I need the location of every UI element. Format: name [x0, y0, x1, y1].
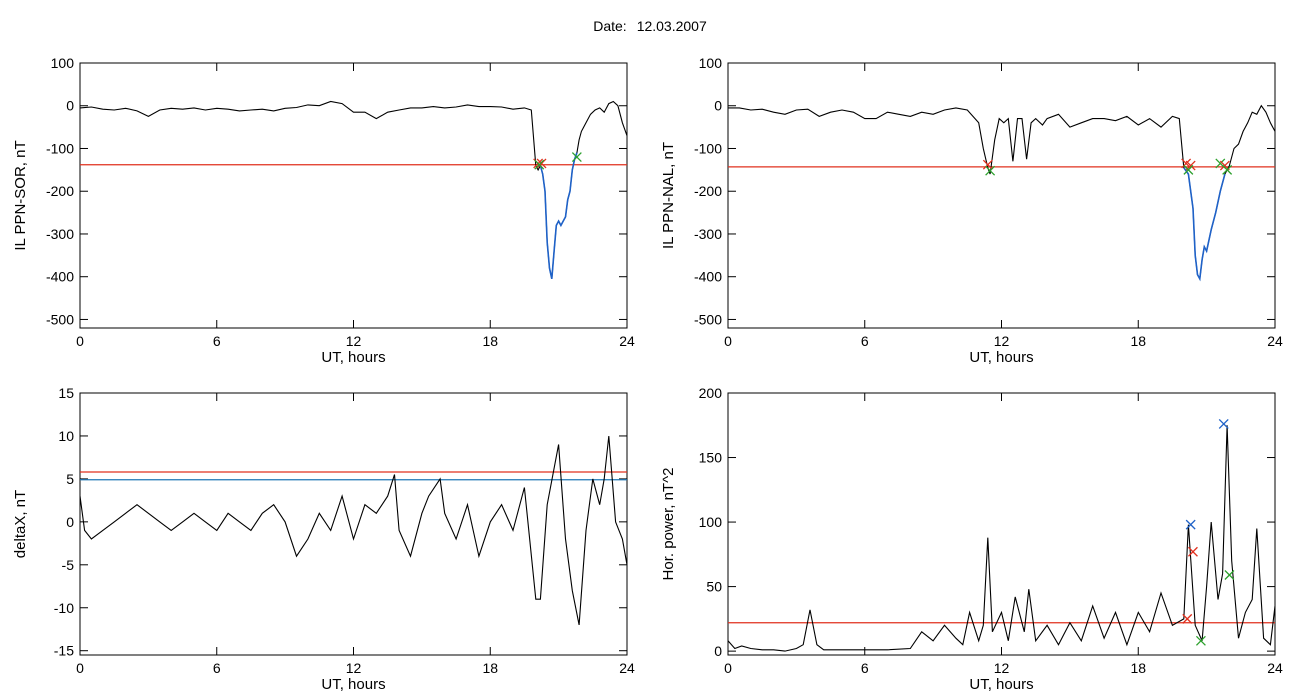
y-tick-label: 200 [699, 385, 723, 401]
x-axis-label: UT, hours [321, 676, 385, 693]
series-segment-highlight [1183, 167, 1226, 282]
marker-red [982, 159, 993, 170]
y-axis-label: Hor. power, nT^2 [660, 468, 677, 581]
marker-stroke [1195, 635, 1206, 646]
y-tick-label: 0 [66, 514, 74, 530]
series-line [79, 435, 628, 626]
y-tick-label: -500 [694, 311, 722, 327]
marker-red [1187, 546, 1198, 557]
y-tick-label: 100 [699, 514, 723, 530]
y-tick-label: -15 [54, 643, 74, 659]
marker-stroke [536, 158, 547, 169]
panel-deltax: 0 6 12 18 24 15 10 5 0 -5 -10 -15 UT, hours deltaX, n… [12, 385, 635, 693]
y-tick-label: -10 [54, 600, 74, 616]
x-tick-label: 6 [861, 660, 869, 676]
x-tick-label: 18 [1130, 660, 1146, 676]
marker-blue [1218, 419, 1229, 429]
y-tick-label: 50 [706, 579, 722, 595]
y-tick-label: -200 [694, 183, 722, 199]
series-segment-highlight [539, 152, 578, 279]
marker-stroke [1222, 164, 1233, 175]
marker-green [571, 152, 582, 162]
marker-stroke [571, 152, 582, 162]
y-tick-label: 100 [699, 55, 723, 71]
y-tick-label: -5 [62, 557, 75, 573]
x-tick-label: 0 [76, 660, 84, 676]
marker-green [1183, 164, 1194, 175]
x-tick-label: 12 [994, 660, 1010, 676]
marker-stroke [1185, 519, 1196, 530]
marker-red [1182, 613, 1193, 624]
x-axis-label: UT, hours [969, 676, 1033, 693]
y-tick-label: 10 [58, 428, 74, 444]
x-tick-label: 12 [346, 333, 362, 349]
marker-stroke [1219, 160, 1230, 171]
y-tick-label: -400 [694, 269, 722, 285]
x-tick-label: 24 [1267, 333, 1283, 349]
x-axis-label: UT, hours [969, 349, 1033, 366]
y-tick-label: 100 [51, 55, 75, 71]
y-tick-label: 15 [58, 385, 74, 401]
date-label: Date: [593, 18, 627, 34]
marker-stroke [1215, 158, 1226, 169]
y-tick-label: 0 [66, 98, 74, 114]
x-tick-label: 0 [724, 660, 732, 676]
series-line [728, 104, 1276, 281]
marker-green [534, 159, 545, 170]
panel-sor: 0 6 12 18 24 100 0 -100 -200 -300 -400 -500 UT, hour… [12, 55, 635, 366]
y-tick-label: -300 [46, 226, 74, 242]
date-value: 12.03.2007 [636, 18, 707, 34]
y-tick-label: -100 [694, 140, 722, 156]
series-line [727, 425, 1276, 652]
plot-frame [727, 62, 1276, 329]
marker-blue [1185, 519, 1196, 530]
y-axis-label: deltaX, nT [12, 490, 29, 558]
marker-green [1195, 635, 1206, 646]
x-tick-label: 18 [482, 333, 498, 349]
y-tick-label: -300 [694, 226, 722, 242]
x-tick-label: 18 [482, 660, 498, 676]
marker-stroke [1218, 419, 1229, 429]
marker-stroke [1182, 613, 1193, 624]
panel-nal: 0 6 12 18 24 100 0 -100 -200 -300 -400 -500 UT, hour… [660, 55, 1283, 366]
panel-hor-power: 0 6 12 18 24 200 150 100 50 0 UT, hours Hor. power,… [660, 385, 1283, 693]
marker-stroke [1183, 164, 1194, 175]
y-axis-label: IL PPN-SOR, nT [12, 140, 29, 250]
x-tick-label: 6 [861, 333, 869, 349]
x-tick-label: 24 [619, 660, 635, 676]
y-tick-label: -100 [46, 140, 74, 156]
y-tick-label: -200 [46, 183, 74, 199]
x-tick-label: 24 [619, 333, 635, 349]
marker-stroke [985, 165, 996, 176]
x-tick-label: 18 [1130, 333, 1146, 349]
x-tick-label: 24 [1267, 660, 1283, 676]
x-tick-label: 6 [213, 660, 221, 676]
marker-green [1222, 164, 1233, 175]
marker-stroke [534, 159, 545, 170]
plot-frame [727, 392, 1276, 656]
x-tick-label: 12 [346, 660, 362, 676]
marker-stroke [1181, 158, 1192, 169]
y-tick-label: -500 [46, 311, 74, 327]
x-tick-label: 0 [76, 333, 84, 349]
marker-red [536, 158, 547, 169]
y-tick-label: 5 [66, 471, 74, 487]
x-tick-label: 6 [213, 333, 221, 349]
marker-stroke [982, 159, 993, 170]
marker-green [1224, 570, 1235, 580]
series-line [79, 100, 628, 279]
y-tick-label: 0 [714, 98, 722, 114]
page-title: Date: 12.03.2007 [0, 18, 1300, 34]
marker-green [985, 165, 996, 176]
y-tick-label: 0 [714, 643, 722, 659]
marker-stroke [1187, 546, 1198, 557]
y-tick-label: -400 [46, 269, 74, 285]
marker-stroke [1224, 570, 1235, 580]
x-axis-label: UT, hours [321, 349, 385, 366]
x-tick-label: 12 [994, 333, 1010, 349]
x-tick-label: 0 [724, 333, 732, 349]
y-axis-label: IL PPN-NAL, nT [660, 142, 677, 249]
y-tick-label: 150 [699, 450, 723, 466]
